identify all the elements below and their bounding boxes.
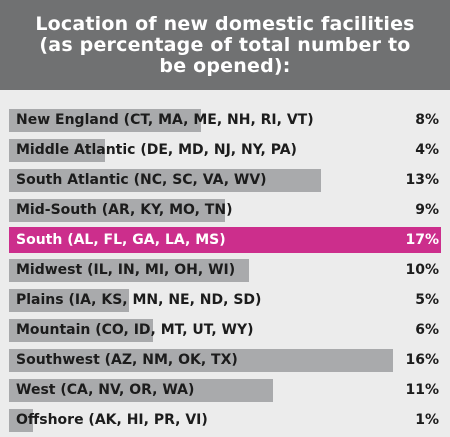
bar	[9, 319, 153, 342]
bar	[9, 409, 33, 432]
bar-label: Mid-South (AR, KY, MO, TN)	[16, 202, 233, 218]
bar-label: Midwest (IL, IN, MI, OH, WI)	[16, 262, 236, 278]
bar-value-label: 6%	[415, 322, 439, 338]
bar-row: New England (CT, MA, ME, NH, RI, VT) 8%	[9, 107, 441, 133]
bar-value-label: 13%	[405, 172, 439, 188]
bar-row: Plains (IA, KS, MN, NE, ND, SD) 5%	[9, 287, 441, 313]
bar-label: Southwest (AZ, NM, OK, TX)	[16, 352, 238, 368]
bar-value-label: 4%	[415, 142, 439, 158]
bar	[9, 289, 129, 312]
bar-label: Middle Atlantic (DE, MD, NJ, NY, PA)	[16, 142, 297, 158]
highlighted-bar	[9, 227, 441, 253]
chart-title-line-2: (as percentage of total number to	[39, 33, 411, 56]
bar-row: Mid-South (AR, KY, MO, TN) 9%	[9, 197, 441, 223]
bar-value-label: 9%	[415, 202, 439, 218]
chart-title-line-3: be opened):	[159, 54, 291, 77]
bar-value-label: 17%	[405, 232, 439, 248]
bar-value-label: 10%	[405, 262, 439, 278]
bar-label: South Atlantic (NC, SC, VA, WV)	[16, 172, 267, 188]
bar	[9, 139, 105, 162]
bar-label: New England (CT, MA, ME, NH, RI, VT)	[16, 112, 314, 128]
bar-label: Plains (IA, KS, MN, NE, ND, SD)	[16, 292, 262, 308]
bar-row: Offshore (AK, HI, PR, VI) 1%	[9, 407, 441, 433]
chart-panel: New England (CT, MA, ME, NH, RI, VT) 8% Mi…	[0, 90, 450, 437]
bar-value-label: 8%	[415, 112, 439, 128]
bar	[9, 259, 249, 282]
chart-title-line-1: Location of new domestic facilities	[35, 12, 415, 35]
chart-title-header: Location of new domestic facilities (as …	[0, 0, 450, 90]
bar	[9, 379, 273, 402]
bar-value-label: 5%	[415, 292, 439, 308]
bar-value-label: 16%	[405, 352, 439, 368]
bar-row: West (CA, NV, OR, WA) 11%	[9, 377, 441, 403]
bar-label: Offshore (AK, HI, PR, VI)	[16, 412, 208, 428]
bar-rows: New England (CT, MA, ME, NH, RI, VT) 8% Mi…	[0, 90, 450, 437]
bar-row: Midwest (IL, IN, MI, OH, WI) 10%	[9, 257, 441, 283]
bar-row: Middle Atlantic (DE, MD, NJ, NY, PA) 4%	[9, 137, 441, 163]
bar-label: South (AL, FL, GA, LA, MS)	[16, 232, 226, 248]
bar-row: South (AL, FL, GA, LA, MS) 17%	[9, 227, 441, 253]
bar-label: West (CA, NV, OR, WA)	[16, 382, 195, 398]
bar	[9, 169, 321, 192]
bar-value-label: 1%	[415, 412, 439, 428]
bar	[9, 199, 225, 222]
bar-row: Southwest (AZ, NM, OK, TX) 16%	[9, 347, 441, 373]
bar-row: South Atlantic (NC, SC, VA, WV) 13%	[9, 167, 441, 193]
bar-row: Mountain (CO, ID, MT, UT, WY) 6%	[9, 317, 441, 343]
bar	[9, 109, 201, 132]
bar	[9, 349, 393, 372]
bar-value-label: 11%	[405, 382, 439, 398]
bar-label: Mountain (CO, ID, MT, UT, WY)	[16, 322, 254, 338]
